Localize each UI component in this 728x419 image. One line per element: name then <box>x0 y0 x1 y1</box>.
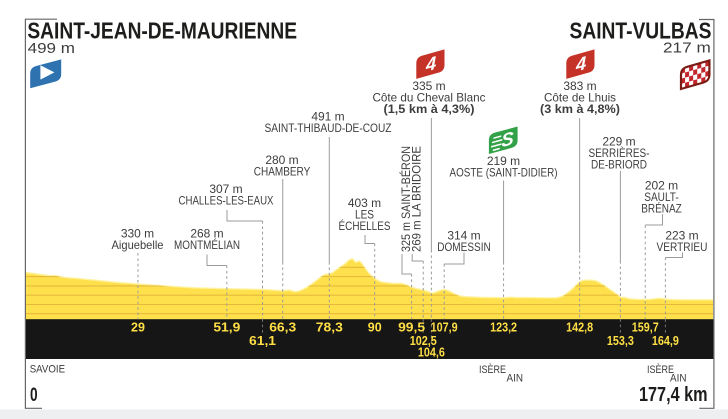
svg-text:S: S <box>501 127 514 151</box>
svg-text:ÉCHELLES: ÉCHELLES <box>339 218 391 233</box>
svg-text:325 m SAINT-BÉRON: 325 m SAINT-BÉRON <box>398 146 413 252</box>
svg-text:DOMESSIN: DOMESSIN <box>437 240 491 254</box>
svg-text:153,3: 153,3 <box>607 334 634 348</box>
svg-text:SERRIÈRES-: SERRIÈRES- <box>589 145 650 160</box>
svg-text:223 m: 223 m <box>665 229 698 243</box>
svg-text:403 m: 403 m <box>348 196 381 210</box>
svg-text:78,3: 78,3 <box>316 321 343 335</box>
svg-text:90: 90 <box>368 321 382 335</box>
svg-text:107,9: 107,9 <box>431 321 458 335</box>
svg-text:Aiguebelle: Aiguebelle <box>112 238 164 252</box>
svg-text:177,4 km: 177,4 km <box>639 384 708 406</box>
svg-text:280 m: 280 m <box>265 153 298 167</box>
svg-text:SAULT-: SAULT- <box>644 190 679 204</box>
svg-text:0: 0 <box>30 385 38 406</box>
svg-text:104,6: 104,6 <box>418 346 445 360</box>
svg-text:307 m: 307 m <box>209 182 242 196</box>
svg-text:29: 29 <box>131 321 145 335</box>
svg-text:159,7: 159,7 <box>632 321 659 335</box>
svg-text:202 m: 202 m <box>645 179 678 193</box>
svg-text:CHAMBERY: CHAMBERY <box>254 165 311 179</box>
svg-text:ISÈRE: ISÈRE <box>647 363 674 376</box>
svg-text:99,5: 99,5 <box>398 321 425 335</box>
svg-text:229 m: 229 m <box>602 135 635 149</box>
svg-text:61,1: 61,1 <box>249 334 276 348</box>
svg-text:219 m: 219 m <box>487 154 520 168</box>
svg-text:AOSTE (SAINT-DIDIER): AOSTE (SAINT-DIDIER) <box>450 166 558 180</box>
svg-text:DE-BRIORD: DE-BRIORD <box>591 158 647 172</box>
svg-text:4: 4 <box>425 52 437 76</box>
svg-text:330 m: 330 m <box>121 227 154 241</box>
svg-text:4: 4 <box>575 52 587 76</box>
svg-text:SAINT-JEAN-DE-MAURIENNE: SAINT-JEAN-DE-MAURIENNE <box>27 18 297 44</box>
svg-text:51,9: 51,9 <box>213 321 240 335</box>
svg-text:VERTRIEU: VERTRIEU <box>657 240 708 254</box>
svg-text:383 m: 383 m <box>563 79 596 93</box>
svg-text:SAINT-THIBAUD-DE-COUZ: SAINT-THIBAUD-DE-COUZ <box>265 121 392 135</box>
svg-text:164,9: 164,9 <box>652 334 679 348</box>
svg-text:SAVOIE: SAVOIE <box>30 363 65 375</box>
svg-text:Côte du Cheval Blanc: Côte du Cheval Blanc <box>373 91 486 105</box>
svg-text:269 m LA BRIDOIRE: 269 m LA BRIDOIRE <box>409 146 423 252</box>
svg-text:268 m: 268 m <box>190 227 223 241</box>
svg-text:102,5: 102,5 <box>410 334 437 348</box>
svg-text:AIN: AIN <box>670 373 687 385</box>
svg-text:CHALLES-LES-EAUX: CHALLES-LES-EAUX <box>179 194 274 208</box>
svg-text:SAINT-VULBAS: SAINT-VULBAS <box>570 18 712 44</box>
svg-text:314 m: 314 m <box>447 229 480 243</box>
svg-text:(3 km à 4,8%): (3 km à 4,8%) <box>540 102 620 116</box>
svg-text:AIN: AIN <box>507 373 524 385</box>
svg-text:MONTMÉLIAN: MONTMÉLIAN <box>174 237 240 252</box>
svg-text:(1,5 km à 4,3%): (1,5 km à 4,3%) <box>384 102 475 116</box>
svg-text:66,3: 66,3 <box>269 321 296 335</box>
svg-text:499 m: 499 m <box>28 40 75 57</box>
svg-text:335 m: 335 m <box>412 79 445 93</box>
svg-text:217 m: 217 m <box>663 40 711 57</box>
svg-text:142,8: 142,8 <box>566 321 593 335</box>
svg-text:123,2: 123,2 <box>490 321 517 335</box>
svg-text:Côte de Lhuis: Côte de Lhuis <box>544 91 616 105</box>
svg-text:BRÉNAZ: BRÉNAZ <box>641 201 682 216</box>
svg-text:ISÈRE: ISÈRE <box>479 363 506 376</box>
svg-text:491 m: 491 m <box>311 110 344 124</box>
svg-text:LES: LES <box>355 208 374 222</box>
